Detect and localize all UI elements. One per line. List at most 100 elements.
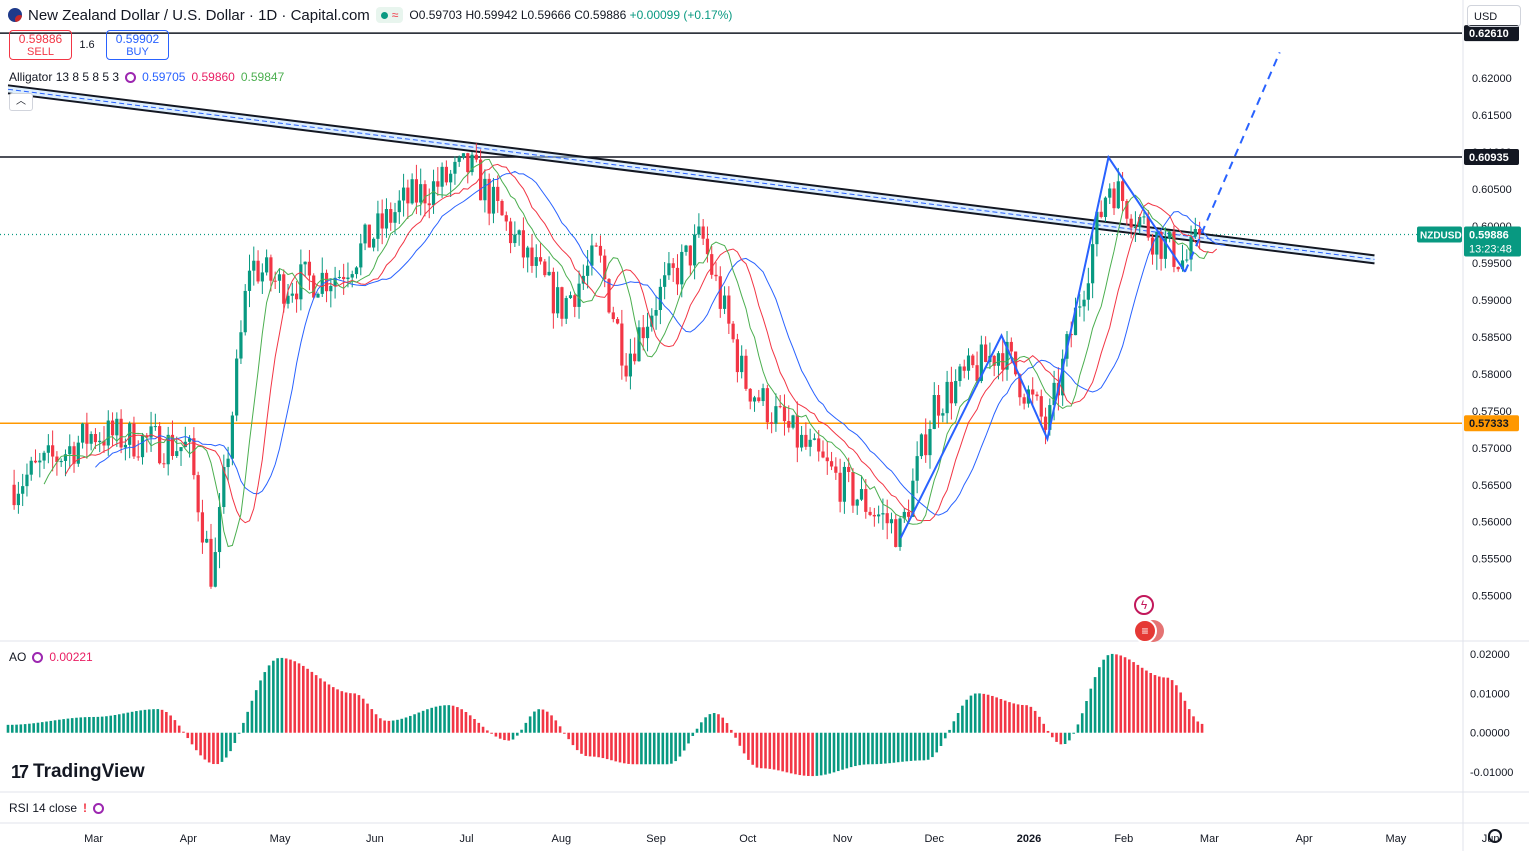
candle-body <box>1039 396 1043 417</box>
ao-bar <box>563 732 566 734</box>
ao-bar <box>652 732 656 765</box>
alligator-legend[interactable]: Alligator 13 8 5 8 5 3 0.59705 0.59860 0… <box>9 70 284 84</box>
status-dot-icon <box>380 11 388 19</box>
ao-bar <box>1136 664 1140 733</box>
price-level-label: 0.62610 <box>1469 28 1509 40</box>
ao-bar <box>143 709 147 733</box>
ao-bar <box>66 718 70 733</box>
candle-body <box>372 238 376 248</box>
ao-bar <box>738 732 742 746</box>
ao-bar <box>717 714 720 733</box>
ao-bar <box>969 695 973 733</box>
ao-bar <box>421 710 425 733</box>
ao-bar <box>725 723 729 733</box>
ao-bar <box>871 732 874 765</box>
candle-body <box>620 323 624 366</box>
candle-body <box>1155 231 1159 255</box>
candle-body <box>556 287 560 314</box>
ao-bar <box>331 687 335 733</box>
currency-select[interactable]: USD <box>1467 5 1521 27</box>
candle-body <box>1129 218 1133 228</box>
ao-bar <box>1162 677 1165 733</box>
refresh-icon[interactable] <box>125 71 137 83</box>
candle-body <box>1073 307 1078 336</box>
candle-body <box>568 295 573 299</box>
alert-icon[interactable]: ! <box>83 801 88 815</box>
candle-body <box>877 514 881 517</box>
candle-body <box>966 355 971 371</box>
ao-bar <box>1068 732 1071 741</box>
candle-body <box>119 418 123 448</box>
candle-body <box>427 203 431 206</box>
lightning-event-icon[interactable]: ϟ <box>1134 595 1154 615</box>
ao-bar <box>503 732 506 741</box>
candle-body <box>778 406 782 408</box>
candle-body <box>153 426 157 428</box>
ao-bar <box>254 690 258 733</box>
ao-bar <box>207 732 211 763</box>
ao-bar <box>387 720 391 733</box>
candle-body <box>829 461 834 467</box>
candle-body <box>517 230 521 235</box>
ao-bar <box>242 722 245 733</box>
ao-bar <box>383 720 386 733</box>
refresh-icon[interactable] <box>93 802 105 814</box>
settings-gear-icon[interactable] <box>1488 829 1502 843</box>
candle-body <box>705 238 710 255</box>
candle-body <box>795 415 799 448</box>
ao-tick: 0.01000 <box>1470 688 1510 700</box>
collapse-legend-button[interactable]: ︿ <box>9 93 33 111</box>
ao-bar <box>1093 677 1097 733</box>
ao-legend[interactable]: AO 0.00221 <box>9 650 93 664</box>
ao-bar <box>1016 704 1020 733</box>
ao-bar <box>319 678 322 733</box>
ao-bar <box>160 709 164 733</box>
candle-body <box>500 200 504 216</box>
candle-body <box>1168 231 1172 239</box>
time-tick: May <box>270 833 291 845</box>
sell-button[interactable]: 0.59886 SELL <box>9 30 72 60</box>
market-status-pill[interactable]: ≈ <box>375 7 404 23</box>
ao-bar <box>417 712 421 733</box>
ao-bar <box>1089 688 1093 733</box>
ao-bar <box>413 714 416 733</box>
candle-body <box>260 272 264 282</box>
buy-button[interactable]: 0.59902 BUY <box>106 30 169 60</box>
ao-bar <box>1145 670 1148 733</box>
ao-bar <box>426 709 429 733</box>
candle-body <box>401 187 406 201</box>
candle-body <box>1095 211 1099 245</box>
ao-bar <box>777 732 780 771</box>
ao-bar <box>511 732 515 740</box>
ao-bar <box>678 732 682 757</box>
ao-bar <box>789 732 793 774</box>
ao-bar <box>1012 703 1016 733</box>
candle-body <box>367 224 371 248</box>
ao-bar <box>237 732 241 734</box>
tradingview-logo[interactable]: 17 TradingView <box>11 761 145 783</box>
ao-bar <box>165 711 168 733</box>
candle-body <box>757 397 761 402</box>
candle-body <box>33 460 38 463</box>
candle-body <box>303 261 307 265</box>
ao-bar <box>1042 723 1046 733</box>
candle-body <box>971 355 975 366</box>
ao-bar <box>1175 685 1178 733</box>
ao-bar <box>584 732 588 756</box>
ao-bar <box>259 680 262 733</box>
candle-body <box>675 267 680 285</box>
candle-body <box>864 489 868 512</box>
candle-body <box>547 271 551 276</box>
time-tick: Nov <box>833 833 853 845</box>
symbol-title[interactable]: New Zealand Dollar / U.S. Dollar · 1D · … <box>28 6 370 24</box>
ao-bar <box>451 705 455 733</box>
candle-body <box>560 287 564 319</box>
refresh-icon[interactable] <box>32 651 44 663</box>
us-event-flag-icon[interactable]: ≡ <box>1133 619 1157 643</box>
candle-body <box>894 519 898 547</box>
time-tick: Aug <box>552 833 572 845</box>
candle-body <box>350 274 354 278</box>
rsi-legend[interactable]: RSI 14 close ! <box>9 801 105 815</box>
ao-bar <box>49 720 53 733</box>
